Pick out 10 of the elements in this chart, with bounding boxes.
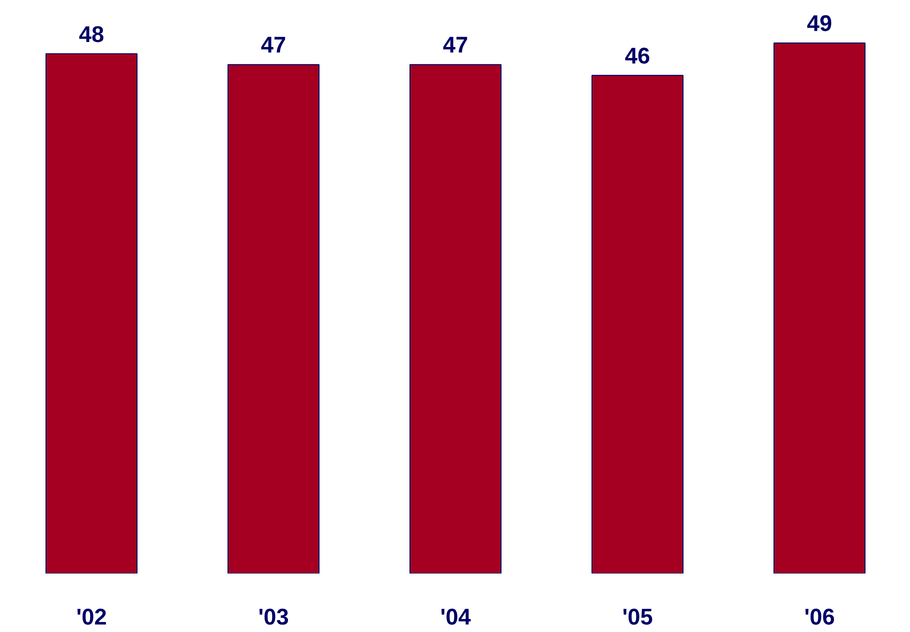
- data-label: 46: [624, 42, 650, 68]
- data-label: 49: [806, 10, 832, 36]
- x-tick-label: '04: [440, 604, 472, 630]
- x-tick-label: '03: [258, 604, 289, 630]
- data-label: 47: [260, 32, 286, 58]
- data-label: 47: [442, 32, 468, 58]
- x-tick-label: '02: [76, 604, 107, 630]
- data-label: 48: [78, 20, 104, 47]
- x-tick-label: '05: [622, 604, 653, 630]
- x-tick-label: '06: [804, 604, 835, 630]
